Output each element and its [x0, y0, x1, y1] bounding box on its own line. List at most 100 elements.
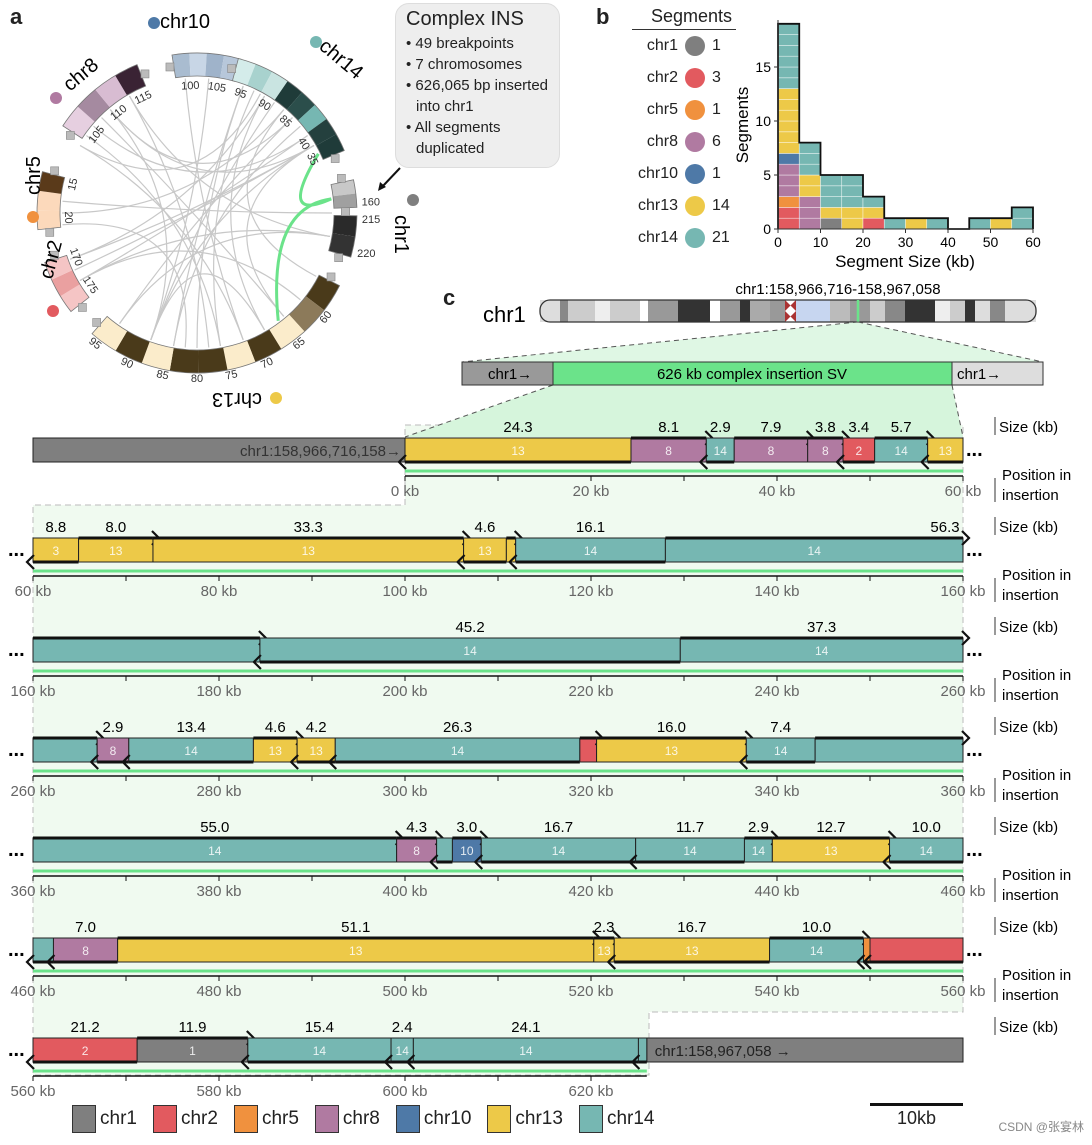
ideogram-band — [850, 300, 870, 322]
reverse-arrow-icon — [252, 654, 262, 670]
segment-block — [613, 937, 771, 963]
segment-size-label: 3.8 — [815, 419, 836, 436]
left-flank-label: chr1:158,966,716,158→ — [240, 443, 401, 460]
segment-chr14 — [32, 630, 268, 663]
reverse-arrow-icon — [327, 754, 338, 770]
segment-chr-number: 13 — [685, 944, 699, 958]
axis-tick-label: 60 kb — [945, 483, 982, 500]
histogram-bar-chr14 — [798, 142, 821, 154]
segment-chr14: 142.4 — [383, 1019, 414, 1070]
segment-chr13: 13 51.1 — [117, 919, 602, 963]
histogram-bar-chr13 — [798, 185, 821, 197]
segment-chr8: 82.9 — [89, 719, 130, 770]
x-tick-label: 40 — [940, 234, 956, 250]
segment-chr13: 13 — [920, 437, 964, 470]
position-axis-label: Position in — [1002, 967, 1071, 984]
size-axis-label: Size (kb) — [999, 519, 1058, 536]
histogram-bar-chr8 — [798, 196, 821, 208]
x-axis-title: Segment Size (kb) — [835, 252, 975, 271]
ideogram-outline — [539, 299, 1037, 323]
reverse-arrow-icon — [862, 954, 872, 970]
segment-block — [96, 737, 130, 763]
segment-chr8: 87.0 — [45, 919, 119, 970]
segment-size-label: 45.2 — [455, 619, 484, 636]
segment-chr-number: 8 — [768, 444, 775, 458]
reverse-arrow-icon — [473, 854, 484, 870]
chromosome-band — [169, 348, 199, 374]
histogram-bar-chr13 — [777, 131, 800, 143]
zoom-guide-1 — [461, 321, 1044, 363]
histogram-bar-chr14 — [777, 23, 800, 35]
legend-dot — [685, 68, 705, 88]
reverse-arrow-icon — [628, 854, 638, 870]
segment-block — [596, 737, 747, 763]
size-axis-label: Size (kb) — [999, 619, 1058, 636]
callout-arrowhead — [378, 182, 386, 191]
histogram-bar-chr14 — [798, 153, 821, 165]
segment-size-label: 11.9 — [178, 1019, 206, 1036]
chromosome-band — [198, 347, 228, 373]
segment-chr-number: 14 — [920, 844, 934, 858]
chord-link — [101, 117, 285, 317]
ideogram-band — [750, 300, 770, 322]
legend-chr-name: chr5 — [646, 101, 678, 118]
chromosome-band — [307, 118, 337, 146]
segments-legend-item: chr1 1 — [626, 30, 736, 62]
segment-size-label: 8.0 — [105, 519, 126, 536]
reverse-arrow-icon — [405, 1054, 416, 1070]
chromosome-label: chr1 — [390, 215, 412, 254]
legend-label: chr10 — [423, 1108, 472, 1129]
segment-chr14: 142.9 — [698, 419, 735, 470]
y-axis-title: Segments — [733, 87, 752, 164]
histogram-bar-chr10 — [777, 153, 800, 165]
chromosome-band — [247, 64, 273, 93]
axis-tick-label: 580 kb — [196, 1083, 241, 1100]
info-bullet: • All segments duplicated — [406, 119, 501, 157]
zoom-guide-2 — [404, 384, 964, 438]
axis-tick-label: 100 kb — [382, 583, 427, 600]
tick-label: 115 — [133, 89, 154, 107]
chromosome-band — [171, 53, 191, 78]
histogram-bar-chr14 — [841, 185, 864, 197]
segments-legend-title: Segments — [632, 6, 736, 30]
segment-size-label: 4.2 — [306, 719, 327, 736]
segment-chr-number: 13 — [665, 744, 679, 758]
continuation-dots-right: ... — [966, 439, 983, 461]
segment-chr13: 13 33.3 — [152, 519, 472, 563]
ideogram-label: chr1 — [483, 302, 526, 327]
histogram-bar-chr1 — [820, 217, 843, 230]
reverse-arrow-icon — [89, 754, 99, 770]
segment-chr13: 13 16.7 — [606, 919, 771, 970]
histogram-bar-chr13 — [990, 217, 1013, 230]
y-tick-label: 15 — [755, 59, 771, 75]
segment-chr14: 14 26.3 — [327, 719, 581, 770]
continuation-dots-right: ... — [966, 839, 983, 861]
size-axis-label: Size (kb) — [999, 419, 1058, 436]
chromosome-band — [44, 255, 73, 280]
legend-label: chr2 — [180, 1108, 218, 1129]
segment-size-label: 16.0 — [657, 719, 686, 736]
chromosome-band — [141, 341, 174, 371]
histogram-bar-chr14 — [820, 196, 843, 208]
reverse-arrow-icon — [920, 454, 930, 470]
histogram-bar-chr13 — [777, 88, 800, 100]
segment-block — [733, 437, 809, 463]
segment-block — [117, 937, 595, 963]
insertion-row: 14 45.2 14 37.3... ... 160 kb 180 kb 200 kb 220 … — [8, 617, 1071, 704]
histogram-bar-chr2 — [777, 207, 800, 219]
reverse-arrow-icon — [25, 1054, 35, 1070]
chromosome-band — [328, 233, 356, 258]
segment-chr-number: 14 — [463, 644, 477, 658]
size-axis-label: Size (kb) — [999, 1019, 1058, 1036]
histogram-bar-chr13 — [777, 99, 800, 111]
x-tick-label: 20 — [855, 234, 871, 250]
segment-size-label: 16.7 — [677, 919, 706, 936]
ideogram-band — [885, 300, 905, 322]
chromosome-band — [332, 193, 357, 209]
segment-block — [32, 837, 398, 863]
chromosome-band — [62, 106, 95, 139]
ideogram-band — [990, 300, 1005, 322]
chromosome-band — [269, 314, 305, 349]
axis-tick-label: 0 kb — [391, 483, 419, 500]
